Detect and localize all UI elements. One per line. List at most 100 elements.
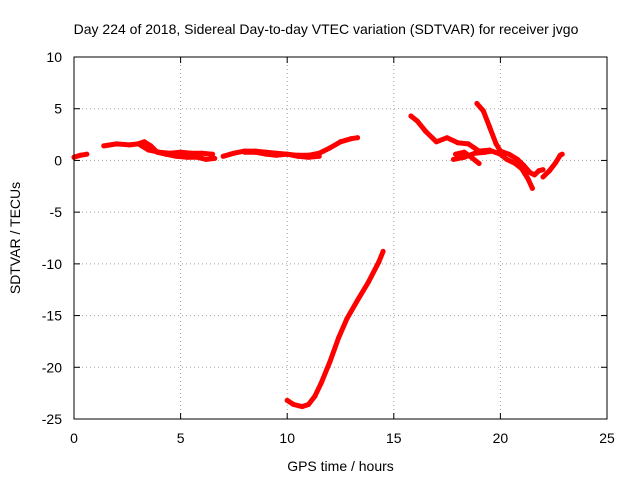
data-point: [476, 161, 482, 166]
data-point: [252, 149, 258, 155]
data-point: [335, 335, 341, 341]
data-point: [521, 163, 527, 169]
data-point: [515, 156, 520, 162]
data-point: [274, 152, 279, 158]
data-point: [203, 156, 209, 162]
data-point: [408, 113, 414, 119]
data-point: [493, 141, 499, 147]
data-point: [453, 151, 459, 157]
data-point: [148, 143, 154, 149]
series-layer: [71, 101, 565, 410]
x-tick-label: 0: [70, 430, 78, 446]
data-point: [444, 135, 450, 141]
data-point: [470, 155, 476, 161]
data-point: [546, 168, 552, 174]
x-tick-label: 20: [493, 430, 509, 446]
data-point: [327, 145, 333, 151]
data-series: [408, 113, 493, 154]
data-point: [306, 154, 311, 160]
data-point: [312, 393, 318, 399]
data-point: [355, 135, 361, 141]
data-point: [553, 160, 559, 165]
data-point: [242, 149, 248, 155]
y-tick-label: -25: [42, 411, 62, 427]
data-point: [376, 259, 382, 265]
data-point: [84, 151, 90, 157]
data-point: [433, 139, 439, 145]
data-point: [536, 168, 542, 174]
data-point: [199, 150, 205, 156]
data-point: [114, 141, 120, 147]
data-point: [414, 118, 420, 124]
data-point: [532, 172, 537, 178]
data-point: [344, 316, 350, 322]
data-point: [348, 136, 354, 142]
data-point: [188, 150, 194, 156]
data-point: [101, 143, 107, 149]
data-point: [137, 142, 143, 148]
y-tick-label: -5: [50, 204, 63, 220]
data-point: [212, 155, 218, 161]
data-point: [156, 149, 162, 155]
data-point: [461, 149, 467, 155]
chart-title: Day 224 of 2018, Sidereal Day-to-day VTE…: [74, 21, 579, 37]
data-point: [355, 297, 361, 303]
y-tick-label: -15: [42, 308, 62, 324]
data-series: [474, 101, 546, 178]
data-point: [178, 149, 184, 155]
data-point: [126, 142, 132, 148]
data-point: [295, 153, 301, 159]
grid: [74, 57, 607, 419]
data-point: [195, 154, 201, 160]
data-point: [167, 150, 173, 156]
x-tick-label: 25: [599, 430, 615, 446]
y-tick-label: -10: [42, 256, 62, 272]
data-point: [512, 161, 518, 166]
data-point: [231, 150, 237, 156]
data-point: [77, 152, 83, 158]
data-point: [316, 153, 322, 159]
data-point: [540, 167, 546, 173]
data-point: [487, 124, 493, 130]
data-point: [146, 147, 152, 153]
data-point: [365, 280, 371, 285]
tick-labels: 0 5 10 15 20 25 -25 -20 -15 -10 -5 0 5 10: [42, 49, 615, 446]
x-tick-label: 5: [177, 430, 185, 446]
y-tick-label: 5: [54, 101, 62, 117]
data-point: [455, 140, 461, 146]
axis-ticks: [73, 56, 608, 420]
data-point: [327, 359, 333, 365]
data-point: [318, 380, 324, 386]
data-point: [423, 129, 429, 134]
data-point: [527, 170, 533, 176]
x-tick-label: 10: [279, 430, 295, 446]
y-tick-label: -20: [42, 359, 62, 375]
data-point: [299, 404, 305, 410]
data-point: [284, 151, 290, 157]
data-point: [210, 151, 216, 157]
data-point: [184, 154, 190, 160]
data-point: [489, 148, 495, 154]
data-point: [497, 148, 503, 154]
data-point: [540, 174, 546, 180]
data-series: [284, 248, 386, 410]
data-point: [291, 402, 297, 407]
data-point: [506, 151, 512, 157]
y-axis-label: SDTVAR / TECUs: [7, 182, 23, 294]
data-point: [263, 151, 269, 157]
data-point: [525, 176, 531, 182]
data-point: [380, 248, 386, 254]
y-tick-label: 0: [54, 152, 62, 168]
data-point: [451, 156, 456, 162]
data-point: [306, 402, 311, 407]
x-tick-label: 15: [386, 430, 402, 446]
data-series: [453, 149, 482, 166]
data-point: [474, 101, 480, 106]
data-point: [480, 108, 486, 114]
data-point: [504, 156, 510, 162]
x-axis-label: GPS time / hours: [287, 458, 394, 474]
data-point: [141, 139, 147, 145]
data-point: [472, 150, 478, 156]
data-point: [559, 151, 565, 157]
